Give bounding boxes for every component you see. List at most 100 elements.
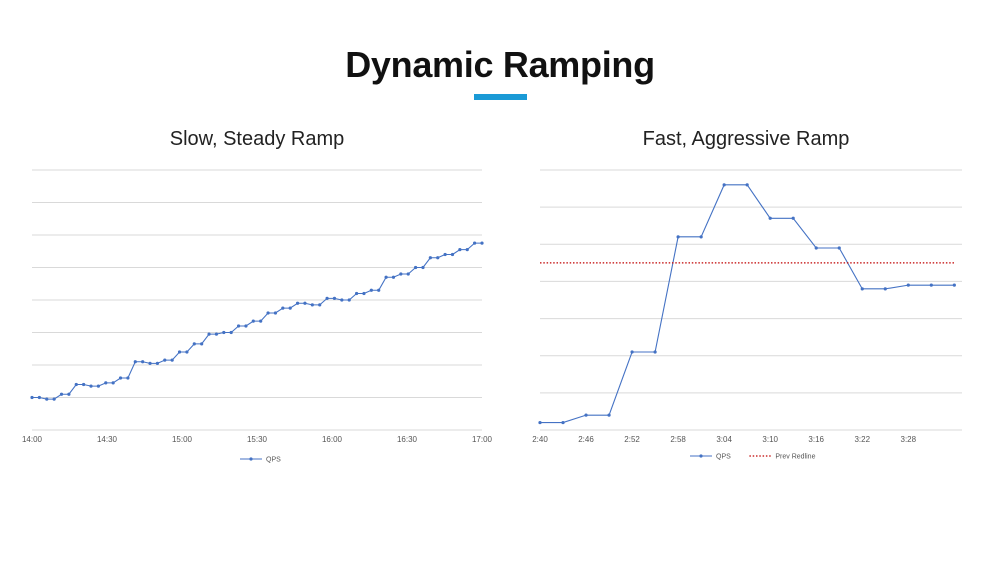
data-point <box>421 265 425 270</box>
x-tick-label: 2:52 <box>624 435 640 444</box>
data-point <box>266 311 270 315</box>
data-point <box>436 256 440 260</box>
data-point <box>362 291 366 296</box>
data-point <box>377 288 381 292</box>
x-tick-label: 2:46 <box>578 435 594 444</box>
data-point <box>244 324 248 328</box>
data-point <box>251 319 255 323</box>
data-point <box>699 235 703 239</box>
data-point <box>676 235 680 239</box>
data-point <box>318 303 322 307</box>
data-point <box>163 358 167 362</box>
data-point <box>214 332 219 336</box>
data-point <box>148 361 152 365</box>
data-point <box>465 248 469 252</box>
data-point <box>229 330 233 335</box>
x-tick-label: 3:04 <box>716 435 732 444</box>
legend-label: QPS <box>266 457 281 464</box>
data-point <box>607 413 611 417</box>
x-tick-label: 16:30 <box>397 435 418 444</box>
data-point <box>406 272 410 276</box>
data-point <box>480 241 484 245</box>
data-point <box>141 360 145 364</box>
x-tick-label: 3:28 <box>901 435 917 444</box>
x-tick-label: 14:30 <box>97 435 118 444</box>
data-point <box>200 342 204 346</box>
data-point <box>288 306 292 310</box>
data-point <box>111 381 115 385</box>
legend-marker <box>249 457 253 461</box>
data-point <box>428 256 432 260</box>
data-point <box>207 332 211 336</box>
data-point <box>89 384 93 388</box>
data-point <box>192 342 196 346</box>
data-point <box>310 303 314 307</box>
title-accent-bar <box>474 94 527 100</box>
data-point <box>814 246 818 250</box>
x-tick-label: 3:22 <box>854 435 870 444</box>
x-tick-label: 15:00 <box>172 435 193 444</box>
data-point <box>952 283 956 287</box>
x-tick-label: 2:40 <box>532 435 548 444</box>
data-point <box>104 381 108 385</box>
data-point <box>561 420 565 425</box>
data-point <box>59 392 64 396</box>
data-point <box>155 361 160 365</box>
x-tick-label: 16:00 <box>322 435 343 444</box>
legend-label: Prev Redline <box>775 454 815 461</box>
data-point <box>74 382 78 387</box>
data-point <box>222 330 226 335</box>
data-point <box>259 319 263 323</box>
data-point <box>745 183 749 187</box>
x-tick-label: 3:10 <box>762 435 778 444</box>
data-point <box>883 287 887 291</box>
data-point <box>347 298 351 302</box>
data-point <box>295 301 300 305</box>
data-point <box>325 296 329 300</box>
data-point <box>791 216 795 220</box>
data-point <box>273 311 278 315</box>
x-tick-label: 17:00 <box>472 435 493 444</box>
legend-label: QPS <box>716 454 731 461</box>
data-point <box>450 252 455 257</box>
x-tick-label: 14:00 <box>22 435 43 444</box>
data-point <box>473 241 477 245</box>
data-point <box>584 413 588 417</box>
data-point <box>45 397 49 401</box>
data-point <box>30 395 34 400</box>
data-point <box>133 360 137 364</box>
chart-title-fast-ramp: Fast, Aggressive Ramp <box>642 128 850 150</box>
data-point <box>236 324 241 328</box>
data-point <box>458 248 462 252</box>
data-point <box>443 252 447 257</box>
data-point <box>630 350 634 354</box>
x-tick-label: 2:58 <box>670 435 686 444</box>
data-point <box>653 350 657 354</box>
data-point <box>281 306 285 310</box>
chart-title-slow-ramp: Slow, Steady Ramp <box>169 128 345 150</box>
data-point <box>96 384 100 388</box>
data-point <box>837 246 841 250</box>
data-point <box>340 298 344 302</box>
x-tick-label: 3:16 <box>808 435 824 444</box>
data-point <box>860 287 864 291</box>
data-point <box>929 283 933 287</box>
data-point <box>414 265 418 270</box>
data-point <box>369 288 373 292</box>
data-point <box>303 301 307 305</box>
data-point <box>185 350 189 354</box>
slide-title: Dynamic Ramping <box>345 44 655 85</box>
data-point <box>384 275 388 279</box>
series-line-qps <box>540 184 955 424</box>
legend-marker <box>699 454 703 458</box>
data-point <box>722 183 726 187</box>
data-point <box>391 275 396 279</box>
x-tick-label: 15:30 <box>247 435 268 444</box>
data-point <box>52 397 56 401</box>
data-point <box>906 283 910 287</box>
data-point <box>399 272 403 276</box>
data-point <box>126 376 130 380</box>
data-point <box>82 382 86 387</box>
data-point <box>538 420 542 425</box>
